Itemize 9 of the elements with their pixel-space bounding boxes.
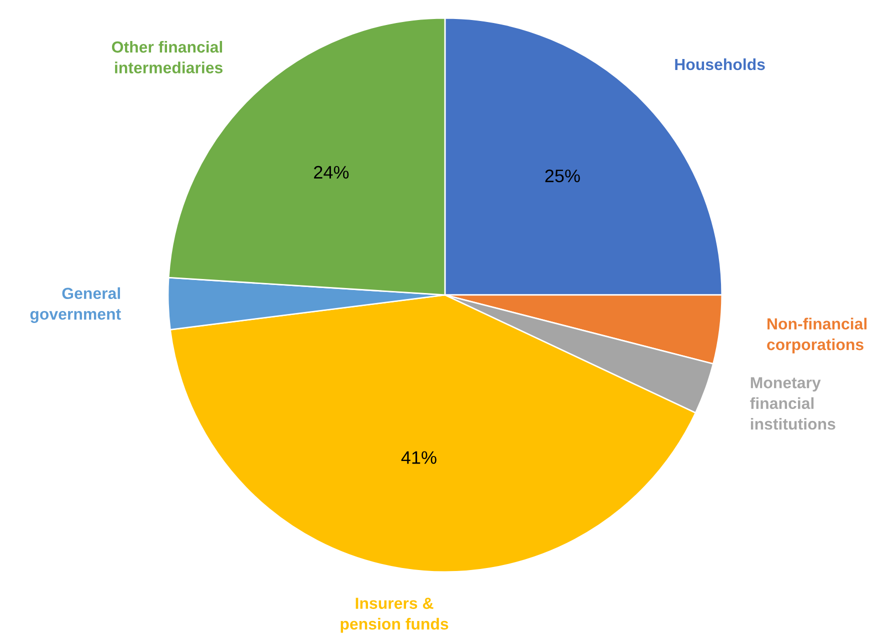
slice-label: Other financial intermediaries (112, 40, 222, 74)
data-label: 25% (545, 170, 580, 182)
slice-label: Monetary financial institutions (750, 377, 836, 430)
slice-label: Insurers & pension funds (340, 598, 448, 633)
slice-label: General government (30, 287, 121, 323)
slice-label: Non-financial corporations (767, 318, 866, 354)
data-label: 41% (401, 451, 436, 464)
slice-label: Households (675, 58, 765, 70)
data-label: 24% (314, 166, 349, 179)
